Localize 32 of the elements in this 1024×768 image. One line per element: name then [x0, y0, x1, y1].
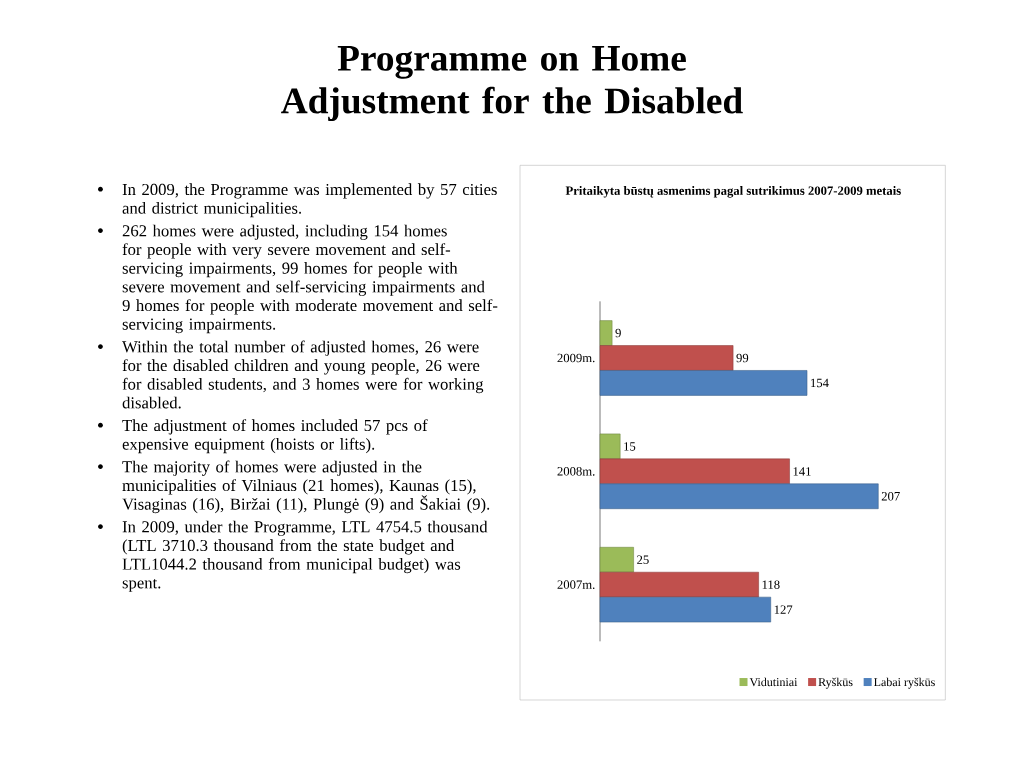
- legend-label: Ryškūs: [818, 677, 853, 689]
- bar: [599, 345, 734, 371]
- bar: [599, 433, 621, 460]
- chart-title: Programme on Home Adjustment for the Disabled: [281, 46, 743, 122]
- legend-label: Labai ryškūs: [874, 677, 935, 689]
- legend-label: Vidutiniai: [749, 677, 798, 687]
- chart-subtitle: Pritaikyta būstų asmenims pagal sutrikimus 2007-2009 metais: [565, 186, 901, 198]
- bar: [599, 547, 634, 573]
- text: In 2009, under the Programme, LTL 4754.5 thousand (LTL 3710.3 thousand from the state budget and LTL1044.2 thousand from municipal budget) was spent.: [122, 520, 488, 592]
- data-label: 25: [637, 555, 649, 564]
- data-label: 99: [736, 353, 749, 363]
- y-tick-label: 2009m.: [557, 353, 595, 363]
- data-label: 15: [624, 442, 636, 451]
- bar: [599, 596, 771, 623]
- y-tick-label: 2008m.: [557, 467, 595, 476]
- bar: [599, 571, 759, 598]
- data-label: 118: [762, 580, 780, 589]
- data-label: 207: [881, 491, 900, 501]
- bar: [599, 458, 790, 485]
- bar: [599, 483, 879, 509]
- text: The majority of homes were adjusted in the municipalities of Vilniaus (21 homes), Kaunas (15), Visaginas (16), Biržai (11), Plungė (9) and Šakiai (9).: [122, 460, 490, 514]
- text: Within the total number of adjusted homes, 26 were for the disabled children and young people, 26 were for disabled students, and 3 homes were for working disabled.: [122, 340, 484, 409]
- bar: [599, 320, 613, 346]
- text: In 2009, the Programme was implemented by 57 cities and district municipalities.: [122, 183, 497, 218]
- data-label: 154: [811, 378, 829, 388]
- y-tick-label: 2007m.: [557, 580, 595, 589]
- text: 262 homes were adjusted, including 154 homes for people with very severe movement and self-servicing impairments, 99 homes for people with severe movement and self-servicing impairments and 9 homes for people with moderate movement and self-servicing impairments.: [122, 224, 498, 334]
- data-label: 9: [615, 328, 621, 338]
- text: The adjustment of homes included 57 pcs of expensive equipment (hoists or lifts).: [122, 419, 428, 454]
- bar: [599, 370, 808, 396]
- data-label: 127: [774, 605, 793, 614]
- data-label: 141: [793, 467, 811, 476]
